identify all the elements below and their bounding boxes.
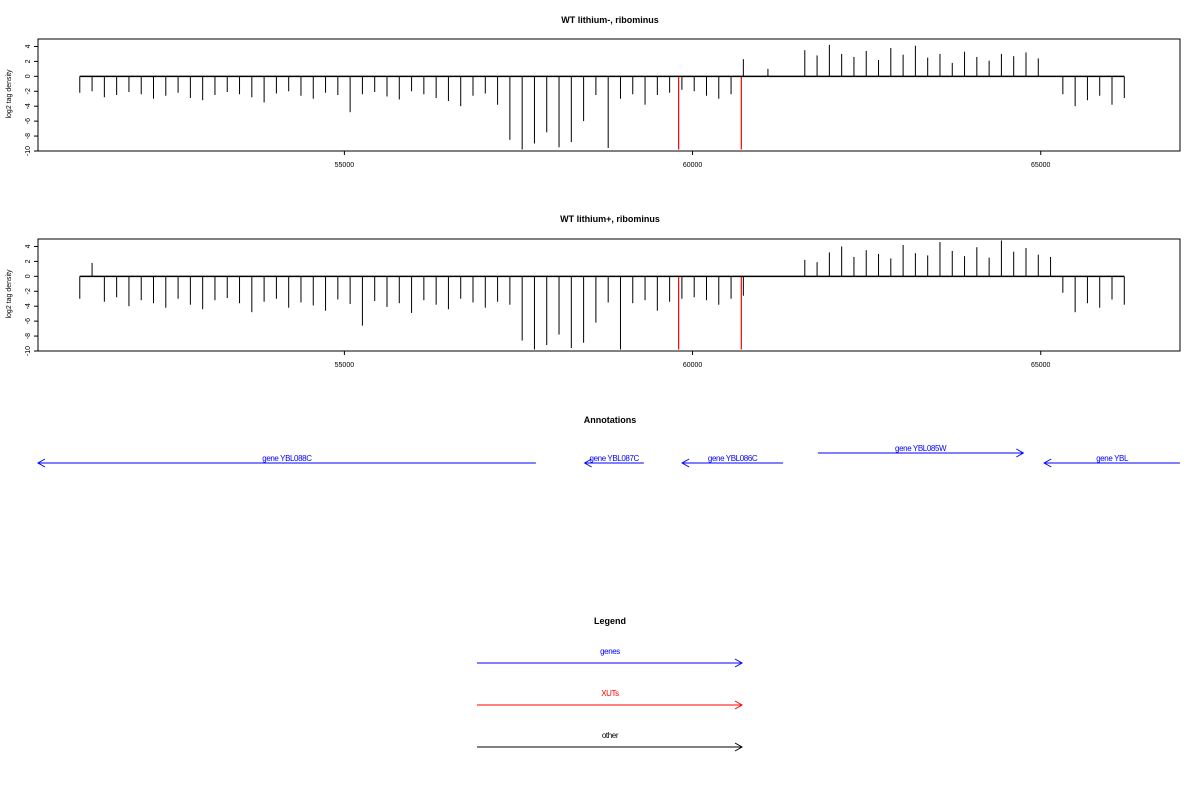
gene-arrowhead	[1043, 458, 1052, 468]
y-tick-label: -4	[25, 303, 32, 309]
y-tick-label: 4	[25, 244, 32, 248]
y-tick-label: -2	[25, 88, 32, 94]
y-axis-label: log2 tag density	[6, 269, 13, 319]
legend-title: Legend	[594, 616, 626, 626]
x-tick-label: 60000	[683, 162, 703, 169]
gene-label: gene YBL088C	[262, 454, 312, 463]
gene-arrowhead	[583, 458, 592, 468]
plot-frame	[37, 38, 1181, 152]
y-tick-label: -8	[25, 133, 32, 139]
panel-title: WT lithium+, ribominus	[560, 214, 660, 224]
legend-label: XUTs	[601, 689, 619, 698]
x-tick-label: 60000	[683, 362, 703, 369]
x-tick-label: 65000	[1031, 162, 1051, 169]
y-tick-label: 2	[25, 259, 32, 263]
annotations-track: Annotations gene YBL088C gene YBL087C gene…	[36, 415, 1180, 468]
x-tick-label: 55000	[335, 362, 355, 369]
legend-arrowhead	[734, 658, 744, 668]
legend-arrowhead	[734, 742, 744, 752]
x-tick-label: 65000	[1031, 362, 1051, 369]
annotations-title: Annotations	[584, 415, 637, 425]
gene-label: gene YBL086C	[708, 454, 758, 463]
gene-label: gene YBL	[1096, 454, 1129, 463]
track-panel-lithium-minus: WT lithium-, ribominus log2 tag density …	[6, 15, 1181, 169]
legend-arrowhead	[734, 700, 744, 710]
plot-frame	[37, 238, 1181, 352]
track-panel-lithium-plus: WT lithium+, ribominus log2 tag density …	[6, 214, 1181, 369]
y-axis-label: log2 tag density	[6, 69, 13, 119]
y-tick-label: -6	[25, 118, 32, 124]
y-tick-label: -8	[25, 333, 32, 339]
y-tick-label: -6	[25, 318, 32, 324]
panel-title: WT lithium-, ribominus	[561, 15, 659, 25]
gene-label: gene YBL085W	[895, 444, 947, 453]
gene-arrowhead	[1016, 448, 1025, 458]
y-tick-label: -4	[25, 103, 32, 109]
legend: Legend genes XUTs other	[477, 616, 744, 752]
y-tick-label: -10	[25, 146, 32, 156]
y-tick-label: 0	[25, 274, 32, 278]
y-tick-label: 0	[25, 74, 32, 78]
y-tick-label: -10	[25, 346, 32, 356]
gene-arrowhead	[681, 458, 690, 468]
gene-arrowhead	[36, 458, 46, 468]
x-tick-label: 55000	[335, 162, 355, 169]
gene-label: gene YBL087C	[590, 454, 640, 463]
y-tick-label: 2	[25, 59, 32, 63]
legend-label: other	[602, 731, 619, 740]
y-tick-label: -2	[25, 288, 32, 294]
y-tick-label: 4	[25, 44, 32, 48]
legend-label: genes	[600, 647, 620, 656]
